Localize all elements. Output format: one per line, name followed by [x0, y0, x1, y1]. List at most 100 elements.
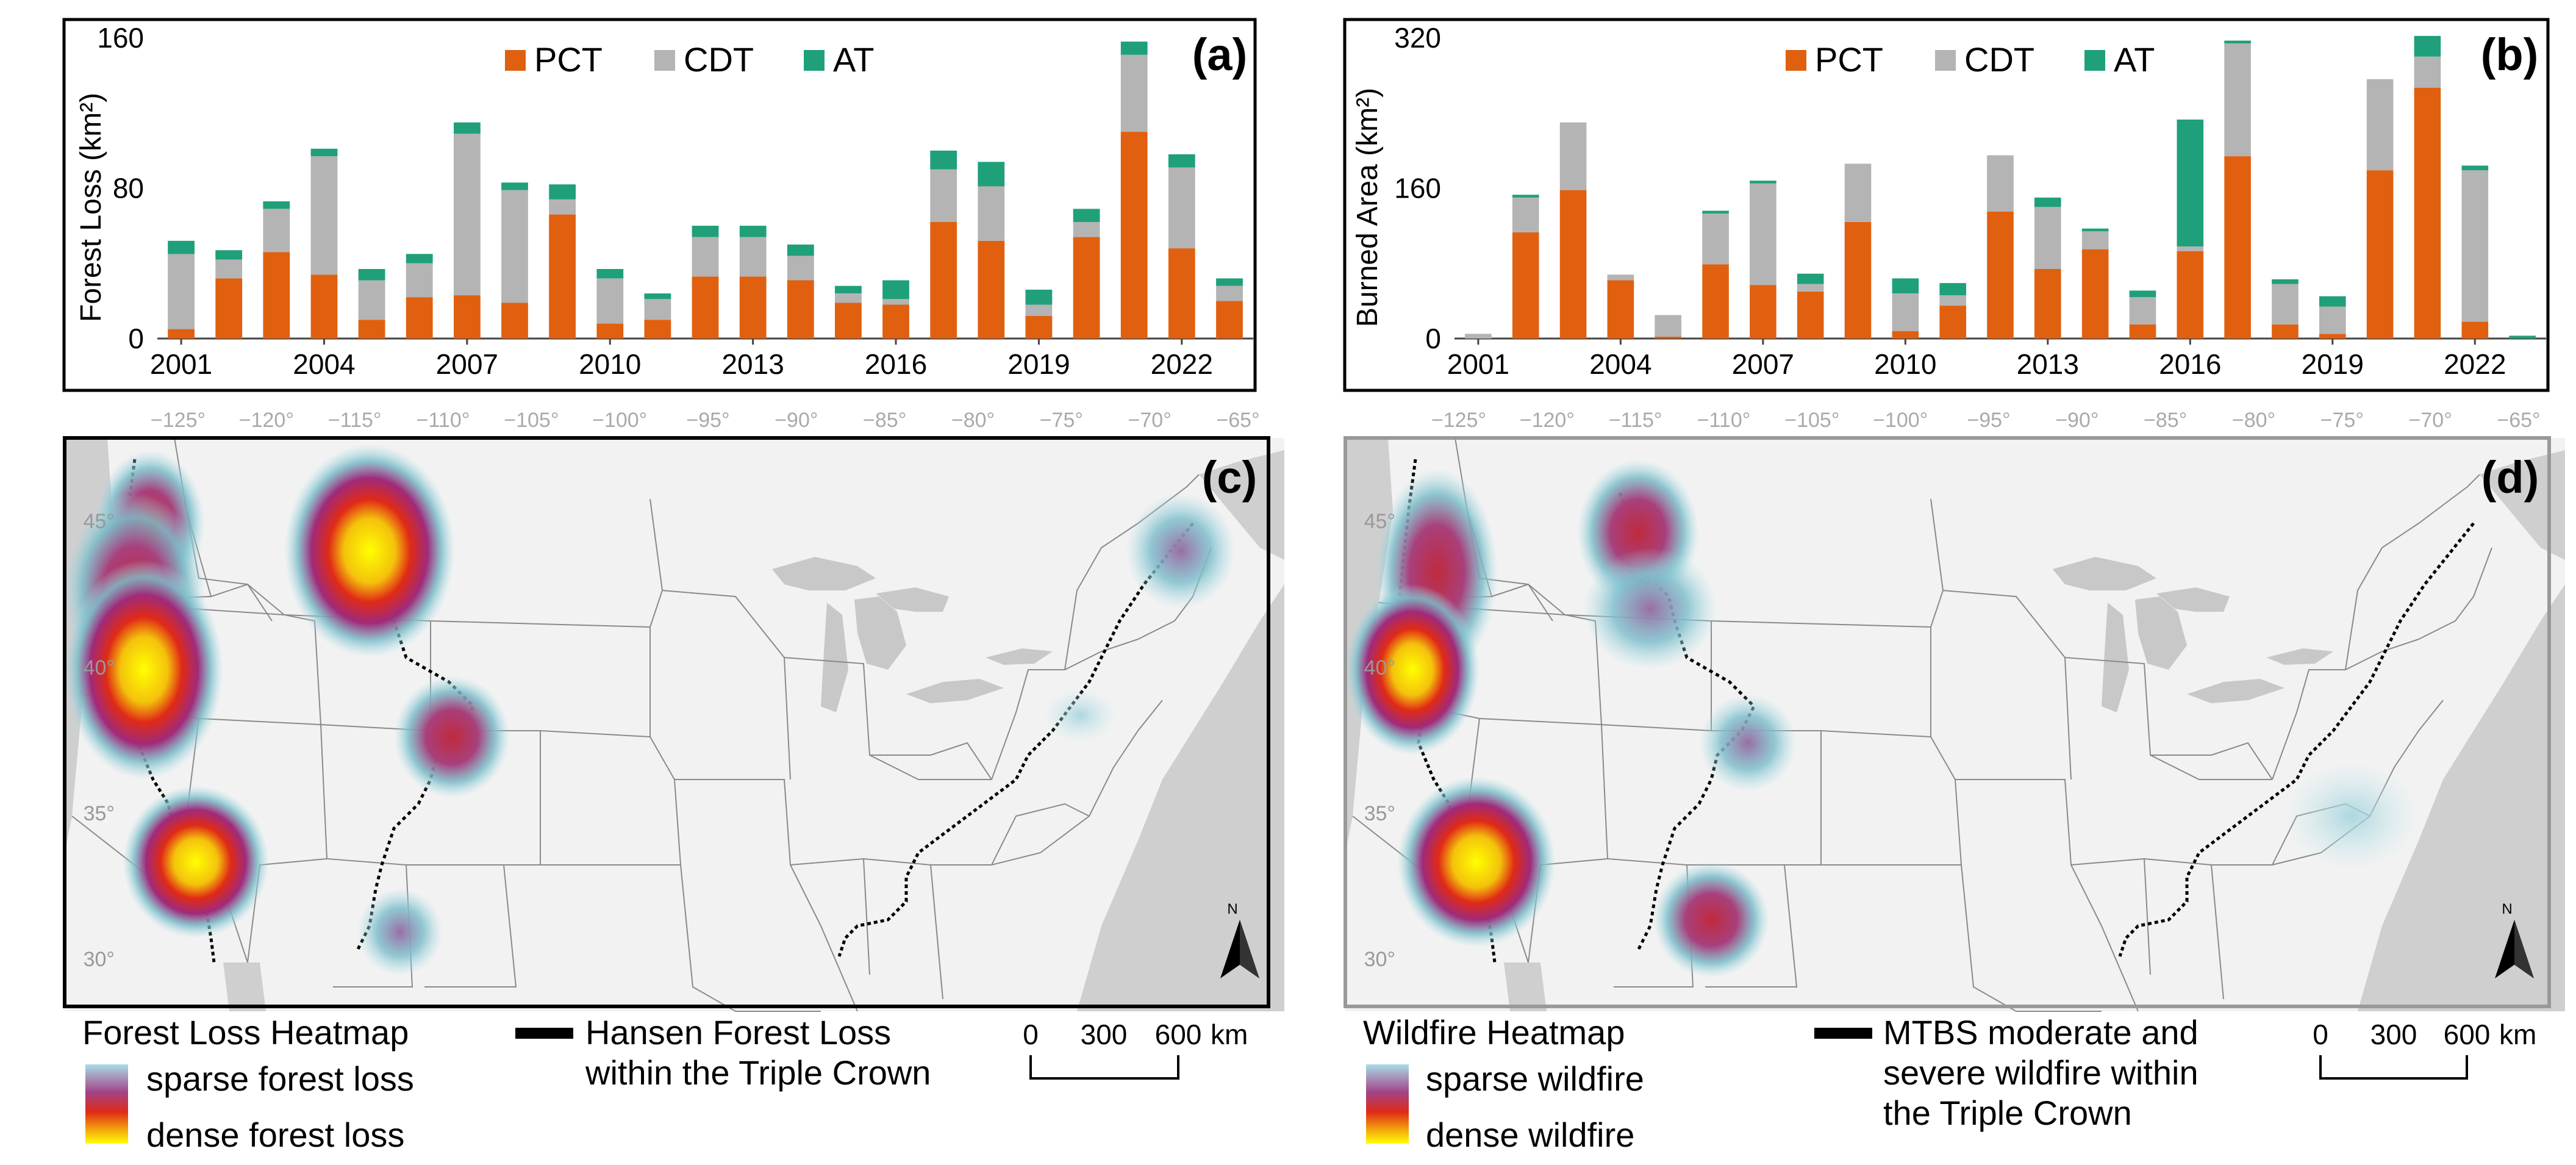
bar-at-2020	[1073, 209, 1100, 222]
y-tick-label: 0	[128, 323, 144, 354]
heat-spot-socal	[123, 786, 269, 938]
bar-at-2023	[1216, 278, 1243, 286]
panel-a-yticks: 0 80 160	[97, 22, 144, 354]
bar-at-2015	[835, 285, 862, 293]
heatmap-title: Wildfire Heatmap	[1363, 1013, 1625, 1052]
bar-cdt-2017	[2224, 43, 2251, 157]
heat-spot-colorado	[394, 676, 510, 798]
bar-cdt-2014	[2081, 231, 2109, 249]
heatmap-color-ramp	[1366, 1064, 1409, 1144]
bar-pct-2013	[2034, 269, 2061, 339]
bar-pct-2008	[1797, 292, 1824, 339]
line-legend-text-1: Hansen Forest Loss	[585, 1013, 891, 1052]
x-tick-label: 2010	[579, 348, 641, 380]
scale-300: 300	[1081, 1019, 1128, 1050]
bar-cdt-2008	[1797, 284, 1824, 292]
longitude-label: −70°	[2409, 409, 2452, 432]
bar-at-2007	[1750, 181, 1776, 184]
bar-at-2002	[1512, 195, 1539, 198]
longitude-label: −75°	[2320, 409, 2364, 432]
bar-cdt-2009	[549, 199, 576, 215]
longitude-label: −100°	[1873, 409, 1928, 432]
panel-b-yticks: 0 160 320	[1394, 22, 1441, 354]
bar-cdt-2021	[1120, 54, 1148, 132]
scale-bar: 0 300 600 km	[2313, 1019, 2536, 1080]
bar-at-2010	[596, 269, 624, 279]
bar-pct-2015	[835, 303, 862, 339]
bar-cdt-2016	[2177, 246, 2204, 251]
bar-at-2007	[454, 122, 481, 134]
bar-pct-2010	[1892, 331, 1919, 339]
bar-at-2018	[2272, 279, 2299, 284]
bar-at-2009	[549, 184, 576, 199]
bar-pct-2006	[1702, 264, 1729, 339]
bar-pct-2016	[882, 304, 909, 339]
panel-c-longitude-labels: −125° −120° −115° −110° −105° −100° −95° −90° −8…	[151, 409, 1260, 432]
bar-pct-2008	[501, 303, 528, 339]
longitude-label: −65°	[2497, 409, 2540, 432]
bar-at-2002	[215, 250, 243, 260]
bar-pct-2014	[787, 280, 814, 339]
line-legend-swatch	[515, 1028, 573, 1039]
bar-cdt-2006	[406, 263, 433, 298]
longitude-label: −120°	[1520, 409, 1575, 432]
line-legend-swatch	[1814, 1028, 1872, 1039]
x-tick-label: 2010	[1874, 348, 1936, 380]
bar-cdt-2008	[501, 190, 528, 303]
bar-cdt-2004	[1607, 274, 1634, 281]
bar-pct-2021	[1120, 132, 1148, 339]
bar-cdt-2011	[644, 299, 671, 320]
scale-line	[1029, 1055, 1179, 1080]
bar-cdt-2010	[596, 278, 624, 324]
x-tick-label: 2004	[293, 348, 355, 380]
bar-pct-2011	[644, 320, 671, 339]
panel-c-heatmap	[65, 444, 1236, 976]
bar-pct-2009	[549, 214, 576, 339]
bar-pct-2007	[1750, 285, 1776, 339]
bar-cdt-2015	[835, 293, 862, 303]
dense-label: dense wildfire	[1426, 1116, 1634, 1154]
bar-at-2010	[1892, 278, 1919, 293]
bar-pct-2017	[2224, 156, 2251, 339]
longitude-label: −90°	[775, 409, 818, 432]
bar-cdt-2022	[2461, 170, 2489, 322]
longitude-label: −115°	[328, 409, 382, 432]
bar-at-2016	[2177, 120, 2204, 246]
latitude-label: 45°	[1364, 510, 1395, 533]
heat-spot-new-mexico	[1653, 862, 1769, 978]
bar-cdt-2018	[2272, 284, 2299, 324]
bar-pct-2004	[310, 274, 338, 339]
heat-spot-sierra	[65, 560, 223, 780]
x-tick-label: 2019	[2302, 348, 2364, 380]
panel-d-heatmap	[1345, 459, 2419, 978]
bar-at-2021	[2414, 35, 2441, 57]
bar-pct-2018	[978, 240, 1005, 339]
bar-at-2014	[787, 244, 814, 256]
heat-spot-mid-atlantic	[1043, 688, 1117, 743]
bar-cdt-2007	[1750, 183, 1776, 285]
legend-swatch-pct	[1786, 50, 1806, 71]
bar-pct-2005	[358, 320, 385, 339]
x-tick-label: 2019	[1007, 348, 1070, 380]
latitude-label: 30°	[1364, 948, 1395, 971]
bar-pct-2007	[454, 295, 481, 339]
bar-cdt-2013	[2034, 207, 2061, 269]
bar-pct-2009	[1844, 222, 1872, 339]
x-tick-label: 2001	[1447, 348, 1509, 380]
bar-at-2006	[1702, 210, 1729, 214]
bar-cdt-2003	[1559, 122, 1587, 190]
bar-cdt-2007	[454, 134, 481, 296]
legend-swatch-pct	[505, 50, 526, 71]
panel-b-xticks: 2001 2004 2007 2010 2013 2016 2019 2022	[1447, 339, 2506, 380]
scale-600: 600	[1155, 1019, 1202, 1050]
bar-cdt-2006	[1702, 213, 1729, 265]
longitude-label: −65°	[1216, 409, 1259, 432]
panel-a-legend: PCT CDT AT	[505, 40, 874, 79]
bar-pct-2020	[2366, 170, 2394, 339]
bar-pct-2022	[1168, 248, 1195, 339]
longitude-label: −70°	[1128, 409, 1172, 432]
longitude-label: −115°	[1609, 409, 1662, 432]
panel-a-ylabel: Forest Loss (km²)	[75, 93, 107, 322]
bar-pct-2002	[1512, 232, 1539, 339]
